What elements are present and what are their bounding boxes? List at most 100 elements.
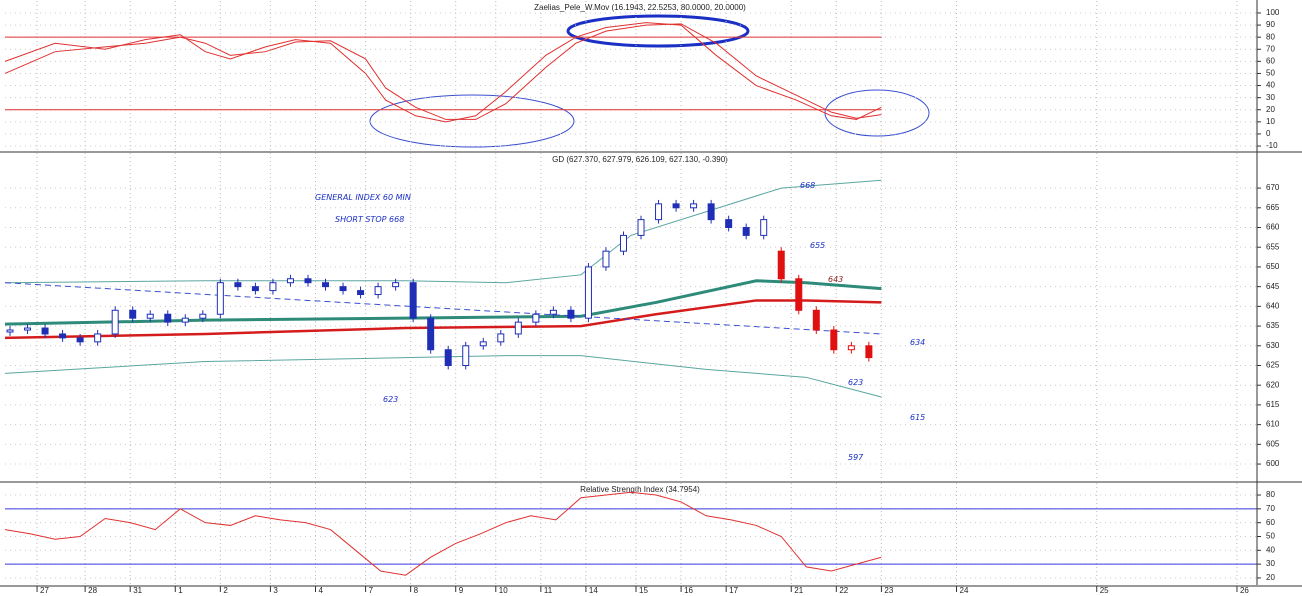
candle-body: [865, 345, 873, 359]
candle-body: [392, 282, 400, 288]
candle-body: [637, 219, 645, 236]
candle-body: [777, 250, 785, 280]
candle-body: [602, 250, 610, 268]
y-tick-label: 635: [1266, 321, 1280, 330]
candle-body: [549, 309, 557, 315]
candle-body: [567, 309, 575, 319]
y-tick-label: 20: [1266, 573, 1275, 582]
candle-body: [742, 227, 750, 236]
annotation: 623: [383, 395, 398, 404]
ellipse: [369, 94, 575, 148]
y-tick-label: 620: [1266, 380, 1280, 389]
candle-body: [462, 345, 470, 366]
candle-body: [690, 203, 698, 209]
overlay-line: [4, 355, 882, 398]
candle-body: [497, 333, 505, 343]
candle-body: [584, 266, 592, 319]
series-line: [4, 22, 882, 123]
y-tick-label: 50: [1266, 532, 1275, 541]
ellipse: [566, 14, 750, 48]
panel-title: GD (627.370, 627.979, 626.109, 627.130, …: [552, 155, 728, 164]
annotation: 668: [800, 181, 815, 190]
x-tick-label: 10: [499, 586, 508, 595]
candle-body: [795, 278, 803, 311]
y-tick-label: 60: [1266, 518, 1275, 527]
candle-body: [181, 317, 189, 323]
x-tick-label: 24: [960, 586, 969, 595]
x-tick-label: 27: [40, 586, 49, 595]
candle-body: [146, 313, 154, 319]
y-tick-label: 640: [1266, 301, 1280, 310]
candle-body: [24, 327, 32, 331]
candle-body: [339, 286, 347, 292]
y-tick-label: 80: [1266, 32, 1275, 41]
y-tick-label: 70: [1266, 504, 1275, 513]
candle-body: [76, 337, 84, 343]
annotation: 655: [810, 241, 825, 250]
x-tick-label: 28: [88, 586, 97, 595]
x-tick-label: 15: [639, 586, 648, 595]
y-tick-label: -10: [1266, 141, 1278, 150]
y-tick-label: 40: [1266, 81, 1275, 90]
y-tick-label: 50: [1266, 69, 1275, 78]
y-tick-label: 605: [1266, 439, 1280, 448]
x-tick-label: 22: [839, 586, 848, 595]
x-tick-label: 8: [414, 586, 419, 595]
candle-body: [812, 309, 820, 331]
candle-body: [725, 219, 733, 229]
y-tick-label: 70: [1266, 44, 1275, 53]
candle-body: [514, 321, 522, 335]
y-tick-label: 610: [1266, 420, 1280, 429]
y-tick-label: 655: [1266, 242, 1280, 251]
candle-body: [234, 282, 242, 288]
y-tick-label: 30: [1266, 93, 1275, 102]
candle-body: [847, 345, 855, 351]
y-tick-label: 100: [1266, 8, 1280, 17]
y-tick-label: 660: [1266, 223, 1280, 232]
x-tick-label: 26: [1240, 586, 1249, 595]
x-tick-label: 11: [544, 586, 553, 595]
candle-body: [619, 234, 627, 252]
candle-body: [760, 219, 768, 236]
y-tick-label: 30: [1266, 559, 1275, 568]
candle-body: [444, 349, 452, 366]
annotation: GENERAL INDEX 60 MIN: [315, 193, 411, 202]
x-tick-label: 2: [223, 586, 228, 595]
candle-body: [357, 290, 365, 296]
y-tick-label: 90: [1266, 20, 1275, 29]
annotation: SHORT STOP 668: [335, 215, 404, 224]
candle-body: [672, 203, 680, 209]
candle-body: [216, 282, 224, 315]
y-tick-label: 60: [1266, 56, 1275, 65]
y-tick-label: 670: [1266, 183, 1280, 192]
candle-body: [409, 282, 417, 319]
y-tick-label: 665: [1266, 203, 1280, 212]
candle-body: [427, 317, 435, 351]
candle-body: [830, 329, 838, 351]
candle-body: [199, 313, 207, 319]
x-tick-label: 7: [369, 586, 374, 595]
candle-body: [94, 333, 102, 343]
y-tick-label: 20: [1266, 105, 1275, 114]
series-line: [4, 491, 882, 576]
x-tick-label: 17: [729, 586, 738, 595]
candle-body: [304, 278, 312, 284]
annotation: 597: [848, 453, 864, 462]
candle-body: [479, 341, 487, 347]
x-tick-label: 3: [273, 586, 278, 595]
overlay-line: [4, 179, 882, 284]
y-tick-label: 615: [1266, 400, 1280, 409]
x-tick-label: 23: [884, 586, 893, 595]
x-tick-label: 14: [589, 586, 598, 595]
x-tick-label: 25: [1100, 586, 1109, 595]
y-tick-label: 645: [1266, 282, 1280, 291]
x-tick-label: 9: [459, 586, 464, 595]
annotation: 634: [910, 338, 925, 347]
x-tick-label: 1: [178, 586, 183, 595]
annotation: 615: [910, 413, 925, 422]
candle-body: [655, 203, 663, 221]
candle-body: [164, 313, 172, 323]
candle-body: [374, 286, 382, 296]
y-tick-label: 600: [1266, 459, 1280, 468]
